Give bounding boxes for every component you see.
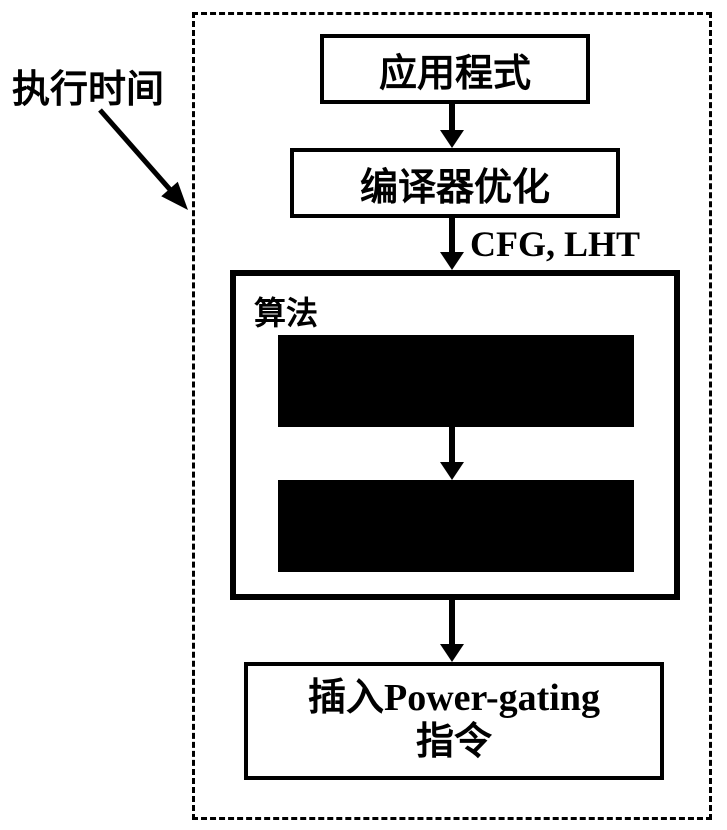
algorithm-black-box-2 — [278, 480, 634, 572]
app-box: 应用程式 — [320, 34, 590, 104]
cfg-lht-label: CFG, LHT — [470, 223, 640, 265]
app-box-label: 应用程式 — [324, 42, 586, 97]
compiler-box-label: 编译器优化 — [294, 156, 616, 211]
exec-time-label: 执行时间 — [12, 58, 164, 113]
arrow-algo-to-insert-head — [440, 644, 464, 662]
arrow-black1-to-black2 — [449, 427, 455, 462]
arrow-algo-to-insert — [449, 600, 455, 644]
arrow-compiler-to-algo — [449, 218, 455, 252]
arrow-app-to-compiler-head — [440, 130, 464, 148]
insert-box-label-l2: 指令 — [416, 721, 492, 763]
insert-box: 插入Power-gating 指令 — [244, 662, 664, 780]
arrow-app-to-compiler — [449, 104, 455, 130]
algorithm-black-box-1 — [278, 335, 634, 427]
compiler-box: 编译器优化 — [290, 148, 620, 218]
insert-box-label: 插入Power-gating 指令 — [248, 677, 660, 764]
insert-box-label-l1: 插入Power-gating — [308, 677, 600, 719]
arrow-compiler-to-algo-head — [440, 252, 464, 270]
diagram-canvas: 执行时间 应用程式 编译器优化 CFG, LHT 算法 插入Power-gati… — [0, 0, 727, 830]
algorithm-box-label: 算法 — [254, 288, 318, 334]
arrow-black1-to-black2-head — [440, 462, 464, 480]
